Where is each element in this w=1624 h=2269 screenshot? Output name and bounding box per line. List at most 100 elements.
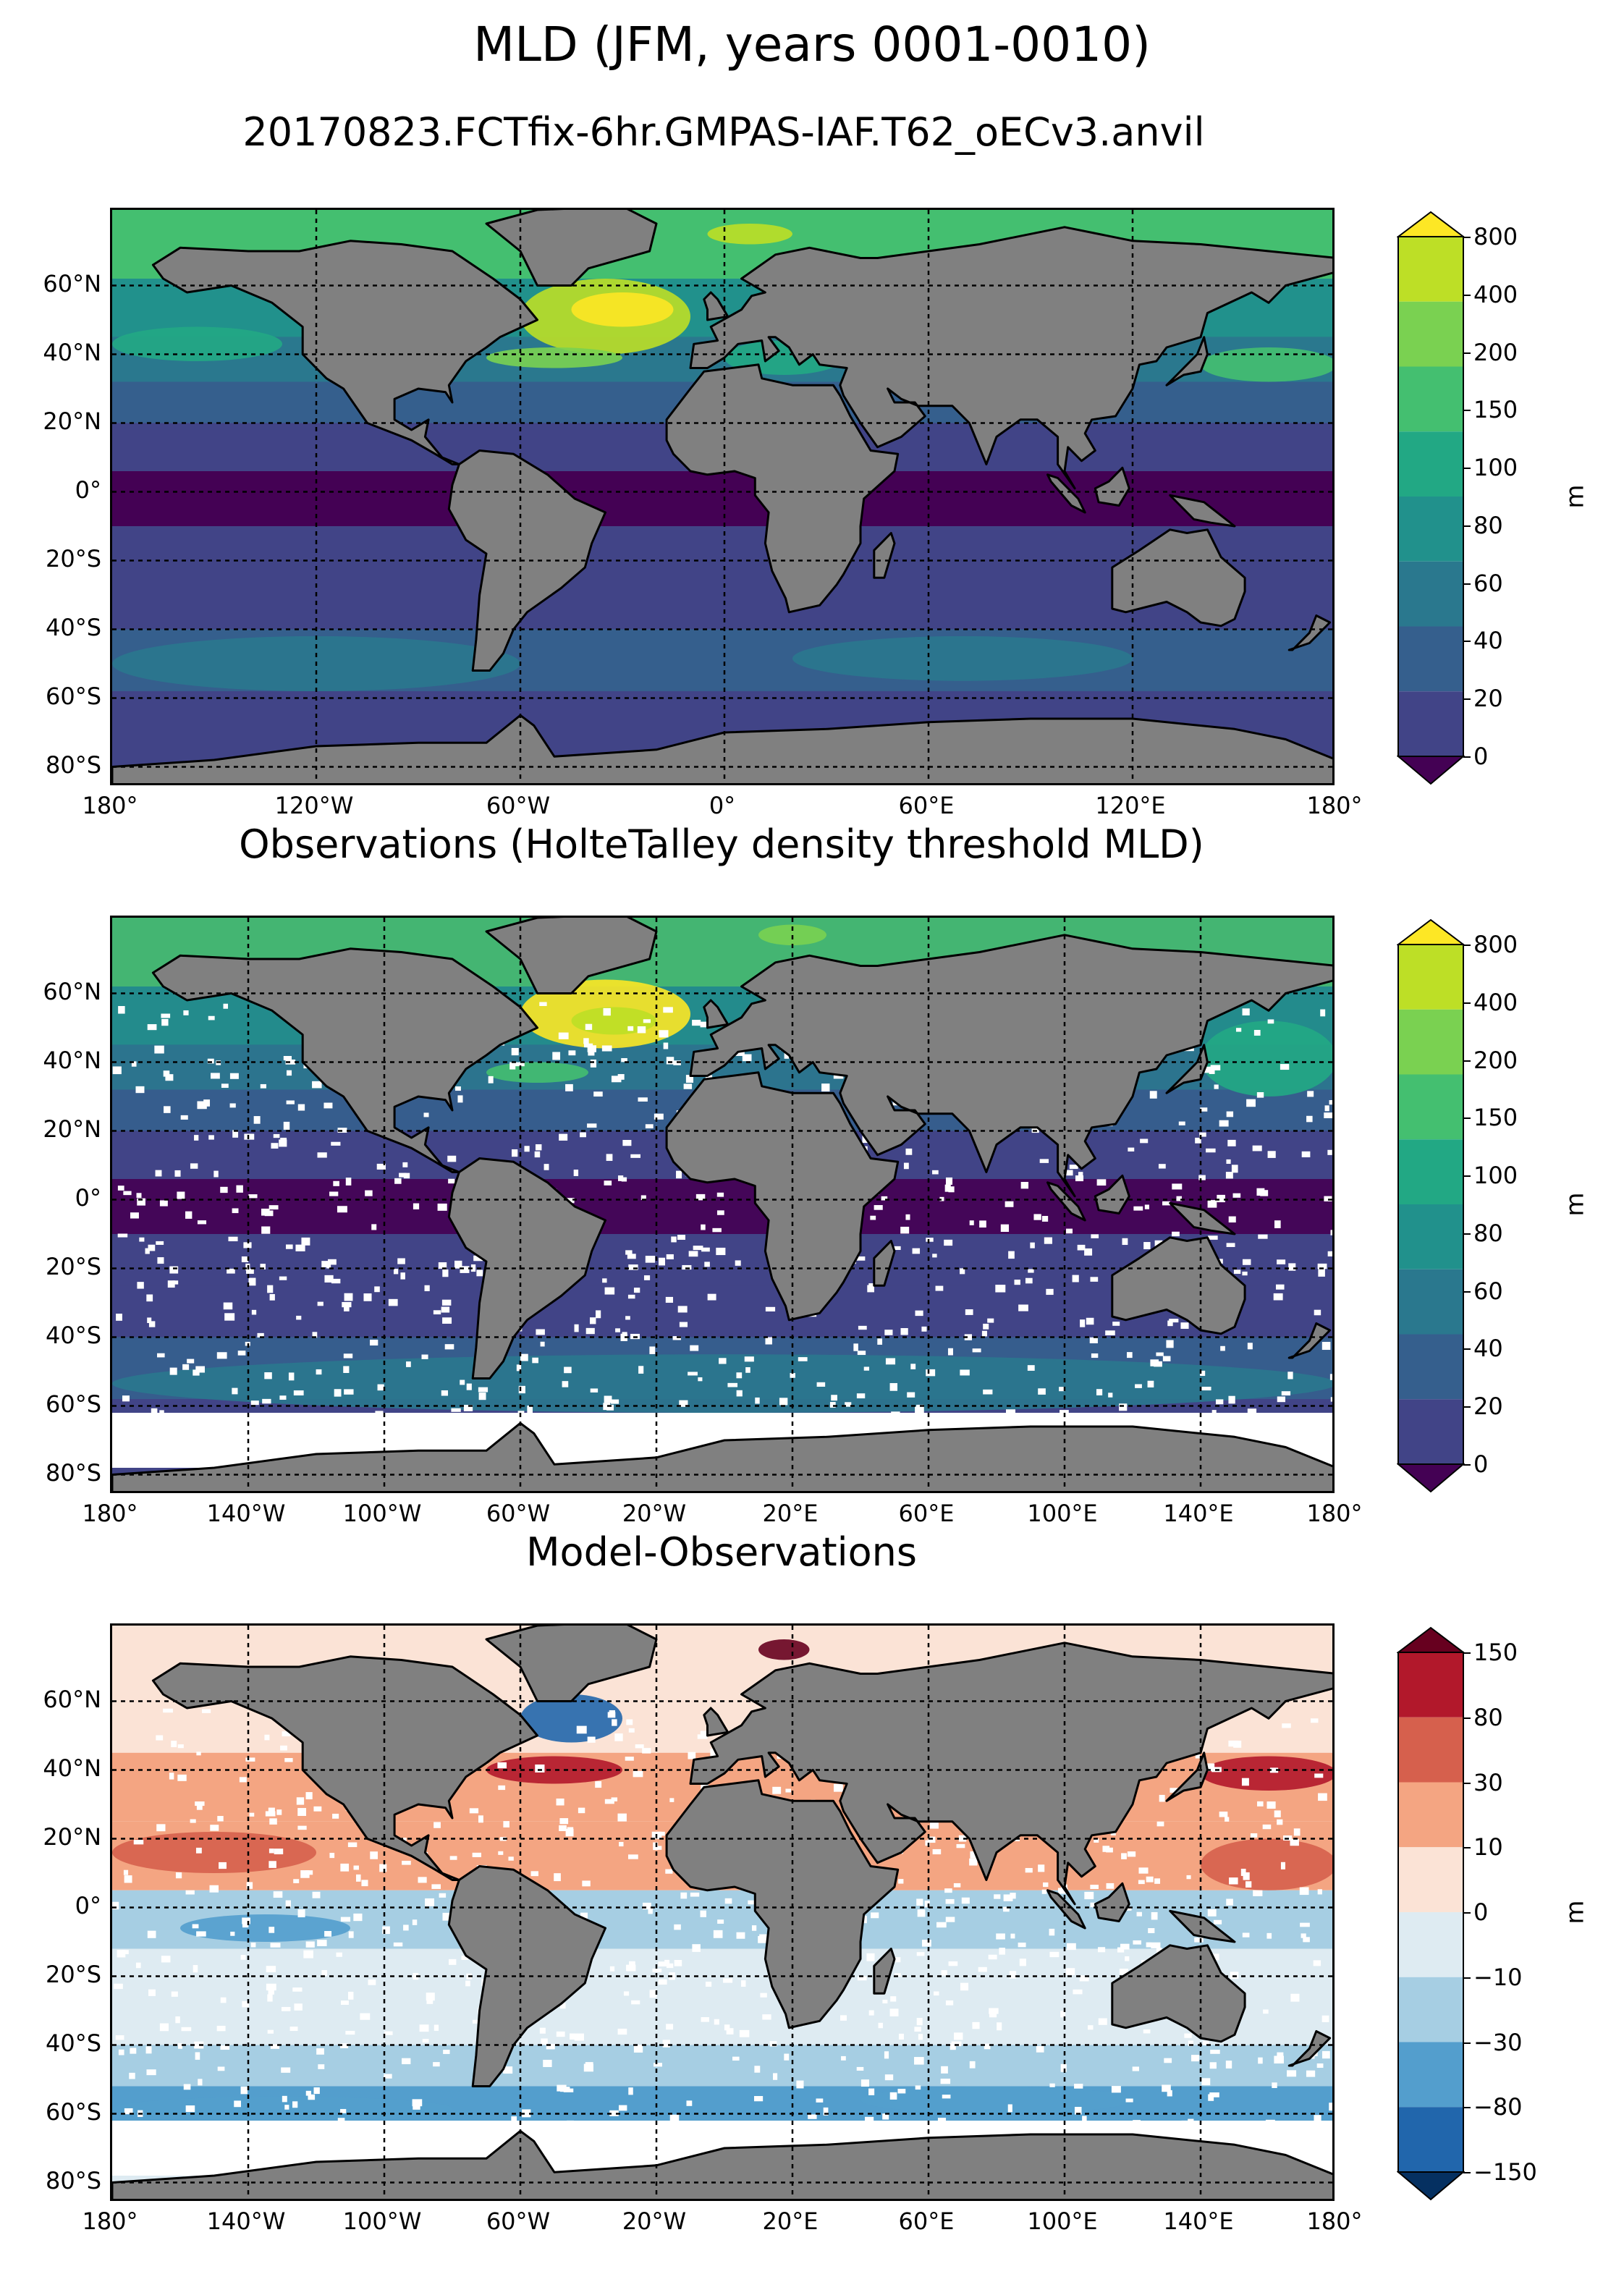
land-new-guinea <box>1169 1909 1236 1943</box>
ocean-band-6 <box>112 1179 1332 1234</box>
land-indonesia-borneo <box>1094 1882 1130 1922</box>
colorbar-tick <box>1463 1977 1471 1979</box>
colorbar-segment <box>1398 1717 1463 1783</box>
x-tick-label: 0° <box>709 792 736 819</box>
field-hotspot-5 <box>112 1832 316 1873</box>
land-japan <box>1165 1044 1209 1094</box>
colorbar-label: 0 <box>1473 1898 1489 1926</box>
y-tick-label: 20°N <box>43 1115 101 1143</box>
x-tick-label: 180° <box>1306 792 1363 819</box>
map-canvas-3 <box>112 1626 1332 2199</box>
land-eurasia <box>689 934 1332 1198</box>
x-tick-label: 120°W <box>274 792 354 819</box>
colorbar-label: 150 <box>1473 1104 1518 1132</box>
graticule <box>112 1626 1332 2199</box>
map-panel-2 <box>110 916 1335 1493</box>
colorbar-tick <box>1463 1782 1471 1784</box>
colorbar-segment <box>1398 1269 1463 1335</box>
colorbar-segment <box>1398 366 1463 432</box>
colorbar-label: −80 <box>1473 2093 1523 2121</box>
colorbar-tick <box>1463 641 1471 643</box>
land-greenland <box>485 1626 658 1702</box>
y-tick-label: 40°N <box>43 1754 101 1782</box>
colorbar-tick <box>1463 1348 1471 1351</box>
land-north-america <box>151 947 538 1173</box>
field-hotspot-4 <box>1201 1756 1332 1791</box>
colorbar-tick <box>1463 1847 1471 1849</box>
land-australia <box>1111 1236 1246 1335</box>
y-tick-label: 80°S <box>45 2166 101 2194</box>
colorbar-label: −30 <box>1473 2028 1523 2056</box>
x-tick-label: 140°W <box>206 1500 286 1527</box>
x-tick-label: 180° <box>1306 1500 1363 1527</box>
field-hotspot-3 <box>486 347 622 368</box>
colorbar-units: m <box>1560 484 1590 509</box>
x-tick-label: 60°E <box>898 792 955 819</box>
panel-title-model-minus-observations: Model-Observations <box>525 1529 918 1575</box>
land-britain <box>703 999 729 1029</box>
land-madagascar <box>873 1240 896 1287</box>
colorbar-segment <box>1398 237 1463 302</box>
field-hotspot-1 <box>520 1694 622 1743</box>
field-hotspot-3 <box>758 1639 810 1660</box>
land-new-zealand <box>1287 614 1332 651</box>
colorbar-tick <box>1463 945 1471 946</box>
colorbar-label: 200 <box>1473 1046 1518 1074</box>
colorbar-segment <box>1398 1912 1463 1977</box>
colorbar-segment <box>1398 1204 1463 1269</box>
land-indonesia-borneo <box>1094 1174 1130 1214</box>
graticule <box>112 210 1332 783</box>
colorbar-tick <box>1463 1290 1471 1293</box>
x-tick-label: 20°E <box>762 1500 819 1527</box>
colorbar-label: −10 <box>1473 1963 1523 1991</box>
land-japan <box>1165 1752 1209 1802</box>
colorbar-tick <box>1463 1117 1471 1120</box>
ocean-band-6 <box>112 2045 1332 2087</box>
x-tick-label: 60°E <box>898 2207 955 2235</box>
field-hotspot-6 <box>112 1354 1332 1413</box>
map-canvas-1 <box>112 210 1332 783</box>
colorbar-label: 800 <box>1473 223 1518 250</box>
colorbar-label: 100 <box>1473 454 1518 482</box>
x-tick-label: 140°E <box>1163 1500 1234 1527</box>
colorbar-segment <box>1398 561 1463 627</box>
colorbar-extend-min <box>1397 1463 1465 1493</box>
colorbar-extend-max <box>1397 918 1465 945</box>
field-hotspot-3 <box>486 1062 588 1083</box>
colorbar-tick <box>1463 756 1471 758</box>
x-tick-label: 20°W <box>622 1500 687 1527</box>
figure-subtitle: 20170823.FCTfix-6hr.GMPAS-IAF.T62_oECv3.… <box>242 109 1205 155</box>
land-north-america <box>151 1655 538 1881</box>
field-hotspot-9 <box>1201 1838 1332 1890</box>
field-hotspot-6 <box>180 1914 350 1942</box>
x-tick-label: 60°W <box>486 1500 551 1527</box>
colorbar-label: 80 <box>1473 1703 1503 1731</box>
colorbar-label: −150 <box>1473 2158 1537 2186</box>
colorbar-segment <box>1398 1009 1463 1075</box>
colorbar-label: 400 <box>1473 280 1518 308</box>
colorbar-extend-min <box>1397 756 1465 785</box>
field-hotspot-9 <box>792 636 1133 681</box>
colorbar-label: 150 <box>1473 396 1518 424</box>
colorbar-segment <box>1398 497 1463 562</box>
colorbar-segment <box>1398 1139 1463 1204</box>
y-tick-label: 60°N <box>43 977 101 1005</box>
colorbar-extend-min <box>1397 2171 1465 2201</box>
map-panel-3 <box>110 1623 1335 2201</box>
y-tick-label: 20°S <box>45 544 101 572</box>
colorbar-tick <box>1463 410 1471 412</box>
x-tick-label: 20°W <box>622 2207 687 2235</box>
x-tick-label: 140°W <box>206 2207 286 2235</box>
colorbar-units: m <box>1560 1192 1590 1217</box>
colorbar-label: 200 <box>1473 338 1518 366</box>
y-tick-label: 0° <box>75 476 101 504</box>
field-hotspot-2 <box>571 292 674 327</box>
colorbar-segment <box>1398 1847 1463 1912</box>
y-tick-label: 60°S <box>45 1390 101 1418</box>
colorbar-tick <box>1463 1652 1471 1654</box>
colorbar-tick <box>1463 352 1471 354</box>
colorbar-tick <box>1463 2172 1471 2173</box>
land-madagascar <box>873 532 896 579</box>
land-australia <box>1111 1944 1246 2043</box>
y-tick-label: 60°S <box>45 2097 101 2126</box>
